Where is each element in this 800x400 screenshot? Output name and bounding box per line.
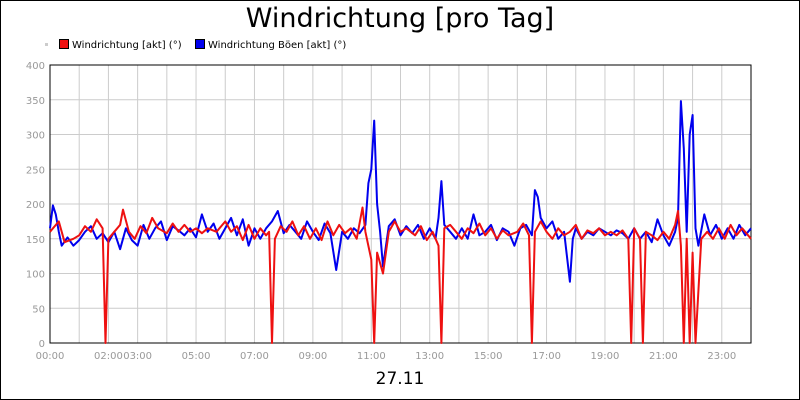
x-tick-label: 17:00 bbox=[532, 351, 561, 362]
y-tick-label: 300 bbox=[26, 131, 45, 142]
x-tick-label: 02:00 bbox=[94, 351, 123, 362]
x-tick-label: 13:00 bbox=[415, 351, 444, 362]
legend-item-windrichtung-boeen: Windrichtung Böen [akt] (°) bbox=[195, 39, 346, 51]
legend-swatch-red bbox=[59, 39, 69, 49]
x-tick-label: 23:00 bbox=[707, 351, 736, 362]
x-tick-label: 07:00 bbox=[240, 351, 269, 362]
legend-label: Windrichtung Böen [akt] (°) bbox=[208, 40, 347, 51]
y-tick-label: 350 bbox=[26, 96, 45, 107]
series-line-0 bbox=[49, 206, 752, 344]
y-tick-label: 150 bbox=[26, 235, 45, 246]
legend-swatch-blue bbox=[195, 39, 205, 49]
x-tick-label: 05:00 bbox=[182, 351, 211, 362]
x-tick-label: 11:00 bbox=[357, 351, 386, 362]
x-tick-label: 00:00 bbox=[36, 351, 65, 362]
x-tick-label: 19:00 bbox=[591, 351, 620, 362]
x-tick-label: 21:00 bbox=[649, 351, 678, 362]
legend-label: Windrichtung [akt] (°) bbox=[72, 40, 182, 51]
y-tick-label: 250 bbox=[26, 165, 45, 176]
x-tick-label: 09:00 bbox=[298, 351, 327, 362]
y-tick-label: 100 bbox=[26, 270, 45, 281]
plot-border bbox=[49, 64, 752, 344]
y-tick-label: 400 bbox=[26, 61, 45, 72]
y-tick-label: 200 bbox=[26, 200, 45, 211]
legend-handle-icon bbox=[45, 43, 48, 46]
x-axis-label: 27.11 bbox=[375, 369, 425, 389]
x-tick-label: 15:00 bbox=[474, 351, 503, 362]
y-tick-label: 0 bbox=[39, 339, 45, 350]
legend-item-windrichtung: Windrichtung [akt] (°) bbox=[59, 39, 182, 51]
x-tick-label: 03:00 bbox=[123, 351, 152, 362]
chart-title: Windrichtung [pro Tag] bbox=[245, 3, 555, 34]
y-tick-label: 50 bbox=[32, 304, 45, 315]
